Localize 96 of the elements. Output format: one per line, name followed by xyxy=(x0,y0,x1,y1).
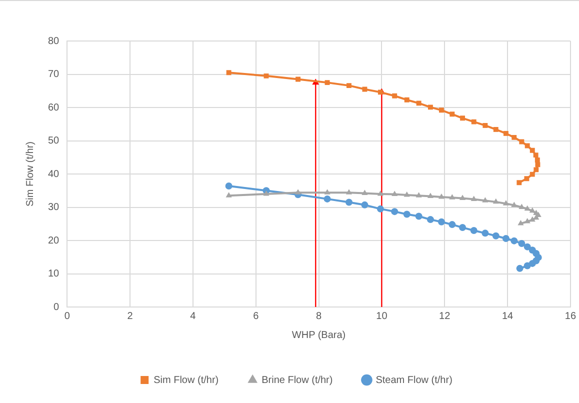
point xyxy=(510,237,518,244)
x-tick-label: 16 xyxy=(564,310,576,322)
point xyxy=(324,189,330,194)
point xyxy=(415,212,422,220)
point xyxy=(226,70,232,76)
point xyxy=(534,158,540,163)
point xyxy=(524,218,530,224)
point xyxy=(391,208,398,216)
point xyxy=(518,220,524,226)
point xyxy=(263,190,270,196)
point xyxy=(529,216,536,222)
point xyxy=(482,230,489,237)
point xyxy=(294,189,302,194)
point xyxy=(438,193,444,199)
y-tick-label: 60 xyxy=(48,102,60,114)
point xyxy=(361,201,368,208)
point xyxy=(459,224,466,232)
point xyxy=(470,227,478,234)
point xyxy=(512,134,517,140)
point xyxy=(450,112,455,117)
point xyxy=(533,152,538,158)
y-tick-label: 50 xyxy=(48,136,60,146)
point xyxy=(519,139,524,144)
y-tick-label: 30 xyxy=(48,202,60,213)
point xyxy=(264,73,269,78)
point xyxy=(502,235,510,242)
y-axis-title: Sim Flow (t/hr) xyxy=(24,142,36,206)
y-tick-label: 70 xyxy=(48,69,60,80)
point xyxy=(524,243,531,250)
point xyxy=(518,240,526,247)
point xyxy=(392,93,398,98)
point xyxy=(416,192,422,198)
point xyxy=(482,122,488,128)
y-tick-label: 0 xyxy=(54,302,60,313)
point xyxy=(346,189,352,194)
x-tick-label: 6 xyxy=(253,310,260,322)
y-tick-label: 20 xyxy=(48,235,60,246)
point xyxy=(416,100,422,106)
point xyxy=(448,221,456,228)
point xyxy=(492,198,499,204)
x-tick-label: 0 xyxy=(64,310,70,322)
point xyxy=(362,190,368,196)
point xyxy=(529,207,536,213)
x-tick-label: 10 xyxy=(376,310,388,322)
point xyxy=(404,191,410,197)
y-tick-label: 40 xyxy=(48,168,60,180)
point xyxy=(470,196,477,202)
point xyxy=(492,232,500,240)
point xyxy=(524,143,530,148)
point xyxy=(449,194,456,200)
point xyxy=(392,190,398,196)
point xyxy=(346,83,352,88)
point xyxy=(225,182,232,190)
point xyxy=(345,198,352,206)
point xyxy=(428,104,433,110)
legend-label: Sim Flow (t/hr) xyxy=(154,374,219,386)
x-tick-label: 2 xyxy=(127,310,134,322)
x-tick-label: 14 xyxy=(502,310,514,322)
legend-label: Brine Flow (t/hr) xyxy=(262,374,333,386)
point xyxy=(324,195,331,202)
point xyxy=(460,116,466,121)
point xyxy=(404,97,410,102)
point xyxy=(438,108,444,113)
point xyxy=(530,172,535,177)
point xyxy=(503,130,508,136)
point xyxy=(324,80,330,86)
point xyxy=(438,218,445,226)
point xyxy=(296,76,300,82)
point xyxy=(362,86,368,92)
point xyxy=(528,260,536,267)
point xyxy=(534,167,539,172)
point xyxy=(516,180,522,186)
point xyxy=(535,162,540,168)
point xyxy=(403,210,410,218)
y-tick-label: 10 xyxy=(48,268,60,280)
x-tick-label: 4 xyxy=(190,310,196,322)
point xyxy=(502,200,509,206)
y-tick-label: 80 xyxy=(48,36,60,47)
point xyxy=(524,262,531,270)
point xyxy=(460,194,466,200)
point xyxy=(376,205,384,212)
point xyxy=(524,176,530,182)
point xyxy=(493,126,498,132)
point xyxy=(426,216,434,224)
point xyxy=(530,148,535,153)
point xyxy=(471,119,476,124)
point xyxy=(378,90,383,95)
point xyxy=(226,192,232,198)
x-tick-label: 8 xyxy=(316,310,322,322)
point xyxy=(427,192,434,198)
point xyxy=(377,190,384,196)
x-axis-title: WHP (Bara) xyxy=(292,330,346,341)
point xyxy=(516,264,524,272)
point xyxy=(482,197,488,202)
legend-label: Steam Flow (t/hr) xyxy=(376,374,452,386)
x-tick-label: 12 xyxy=(439,310,451,322)
